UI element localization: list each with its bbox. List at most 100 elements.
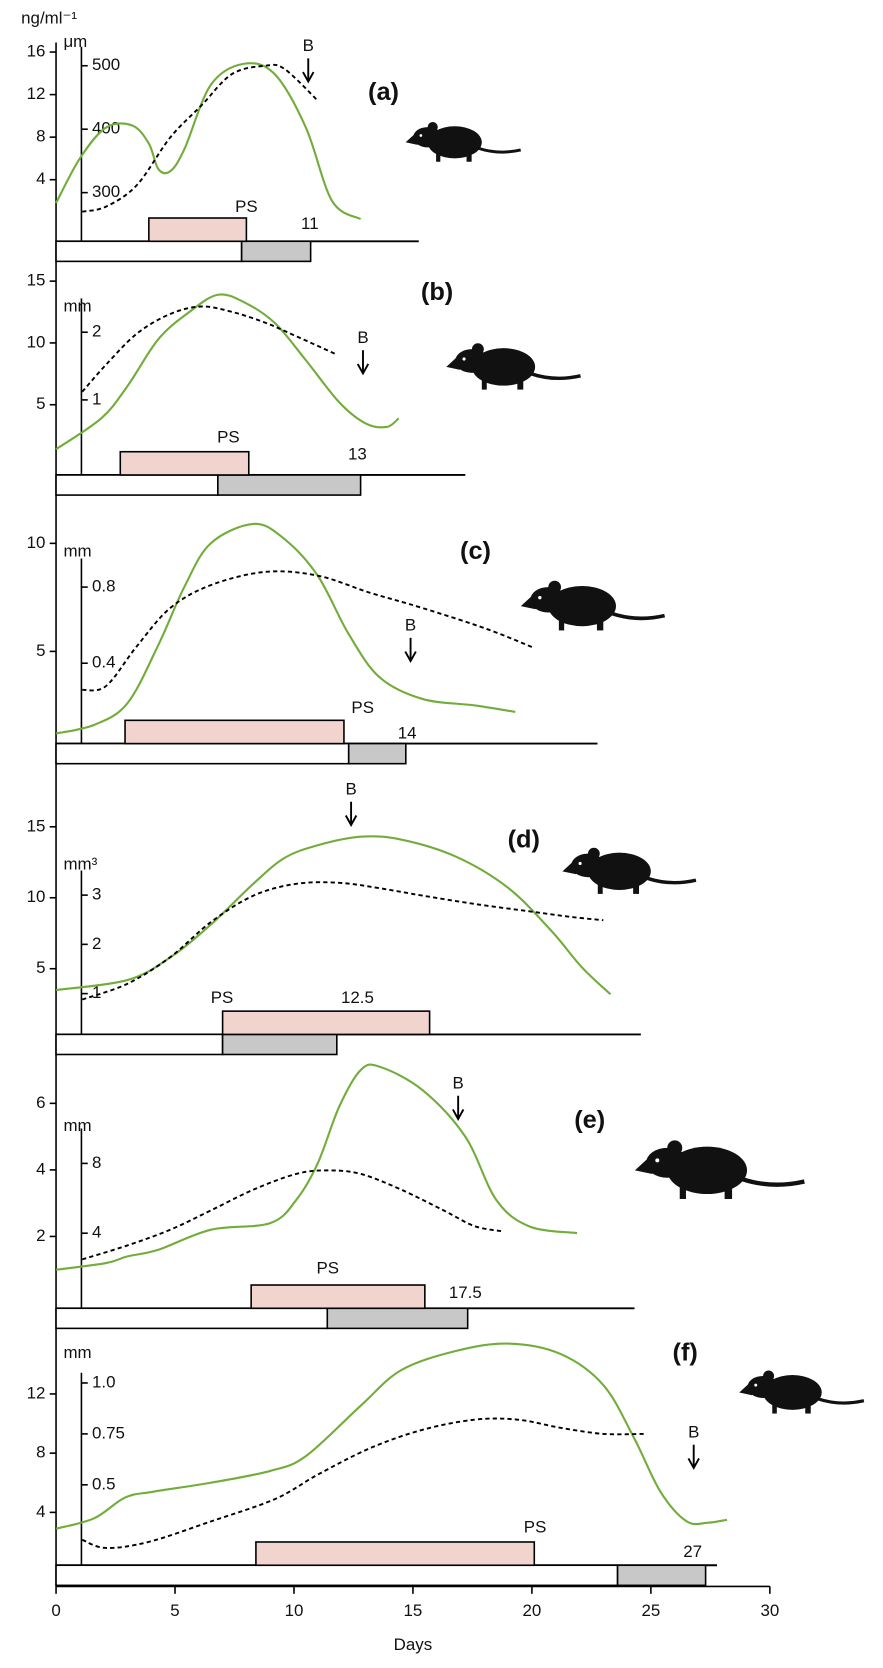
panel-label: (c) [460,537,491,565]
pregnancy-bar [223,1034,337,1054]
x-tick-label: 15 [404,1601,423,1620]
animal-icon [635,1140,804,1199]
pregnancy-bar [218,475,361,495]
ps-bar [120,452,248,475]
y-tick-label: 5 [36,641,45,660]
y2-axis-unit: mm [63,296,91,315]
y2-axis-unit: μm [63,32,87,51]
animal-icon [562,848,696,894]
hormone-curve [56,1344,727,1529]
pregnancy-bar [618,1565,706,1585]
y-tick-label: 10 [27,887,46,906]
hormone-curve [56,524,515,734]
y2-axis-unit: mm [63,1343,91,1362]
pregnancy-bar [349,744,406,764]
animal-icons [406,122,864,1414]
birth-label: B [688,1423,699,1442]
birth-label: B [345,780,356,799]
ps-bar [256,1542,534,1565]
figure: 481216300400500ng/ml⁻¹μmPS11B(a)5101512m… [0,0,883,1668]
pregnancy-bar [56,475,218,495]
size-curve [82,306,337,391]
size-curve [82,1170,503,1259]
ps-label: PS [351,698,374,717]
pregnancy-bar [56,1308,327,1328]
birth-arrow [303,58,314,81]
y-tick-label: 6 [36,1093,45,1112]
gestation-label: 14 [398,724,417,743]
y2-axis-unit: mm³ [63,855,97,874]
panel-label: (a) [368,78,399,106]
pregnancy-bar [242,241,311,261]
birth-label: B [357,328,368,347]
y2-axis-unit: mm [63,542,91,561]
y2-tick-label: 2 [92,934,101,953]
y-tick-label: 4 [36,1502,45,1521]
pregnancy-bar [56,241,242,261]
gestation-label: 17.5 [449,1283,482,1302]
pregnancy-bar [56,1565,618,1585]
gestation-label: 12.5 [341,988,374,1007]
ps-label: PS [211,988,234,1007]
size-curve [82,882,603,999]
x-tick-label: 25 [641,1601,660,1620]
x-axis-label: Days [394,1635,433,1654]
y2-tick-label: 300 [92,182,120,201]
x-tick-label: 5 [170,1601,179,1620]
animal-icon [406,122,521,162]
y2-tick-label: 8 [92,1153,101,1172]
y2-tick-label: 1.0 [92,1372,116,1391]
pregnancy-bar [327,1308,467,1328]
birth-label: B [453,1074,464,1093]
birth-arrow [405,638,416,661]
ps-bar [251,1285,425,1308]
y-tick-label: 10 [27,332,46,351]
ps-label: PS [524,1518,547,1537]
y-tick-label: 4 [36,1159,45,1178]
gestation-label: 13 [348,444,367,463]
pregnancy-bar [56,1034,223,1054]
y2-tick-label: 4 [92,1223,101,1242]
page: 481216300400500ng/ml⁻¹μmPS11B(a)5101512m… [0,0,883,1668]
y-tick-label: 8 [36,1443,45,1462]
animal-icon [521,581,665,631]
panel-label: (e) [574,1106,605,1134]
x-tick-label: 30 [760,1601,779,1620]
y-tick-label: 10 [27,533,46,552]
x-tick-label: 20 [523,1601,542,1620]
y2-tick-label: 0.75 [92,1423,125,1442]
size-curve [82,571,534,690]
y-tick-label: 5 [36,958,45,977]
y2-tick-label: 500 [92,55,120,74]
y-tick-label: 15 [27,816,46,835]
y-tick-label: 12 [27,84,46,103]
hormone-curve [56,294,399,449]
birth-label: B [405,616,416,635]
panel-label: (b) [421,278,453,306]
ps-bar [125,720,344,743]
y-axis-unit: ng/ml⁻¹ [21,9,77,28]
animal-icon [446,343,580,389]
birth-arrow [688,1445,699,1468]
y-tick-label: 15 [27,271,46,290]
ps-label: PS [317,1259,340,1278]
y2-tick-label: 0.8 [92,577,116,596]
ps-bar [149,218,247,241]
x-tick-label: 10 [285,1601,304,1620]
y-tick-label: 5 [36,394,45,413]
birth-arrow [346,802,357,825]
x-tick-label: 0 [51,1601,60,1620]
birth-arrow [358,350,369,373]
gestation-label: 27 [683,1542,702,1561]
ps-bar [223,1011,430,1034]
y-tick-label: 2 [36,1226,45,1245]
panel-label: (f) [673,1338,698,1366]
pregnancy-bar [56,744,349,764]
birth-arrow [453,1096,464,1119]
y2-tick-label: 1 [92,389,101,408]
hormone-curve [56,836,610,994]
y-tick-label: 4 [36,169,45,188]
gestation-label: 11 [301,214,319,233]
y2-axis-unit: mm [63,1116,91,1135]
hormone-curve [56,1065,577,1270]
